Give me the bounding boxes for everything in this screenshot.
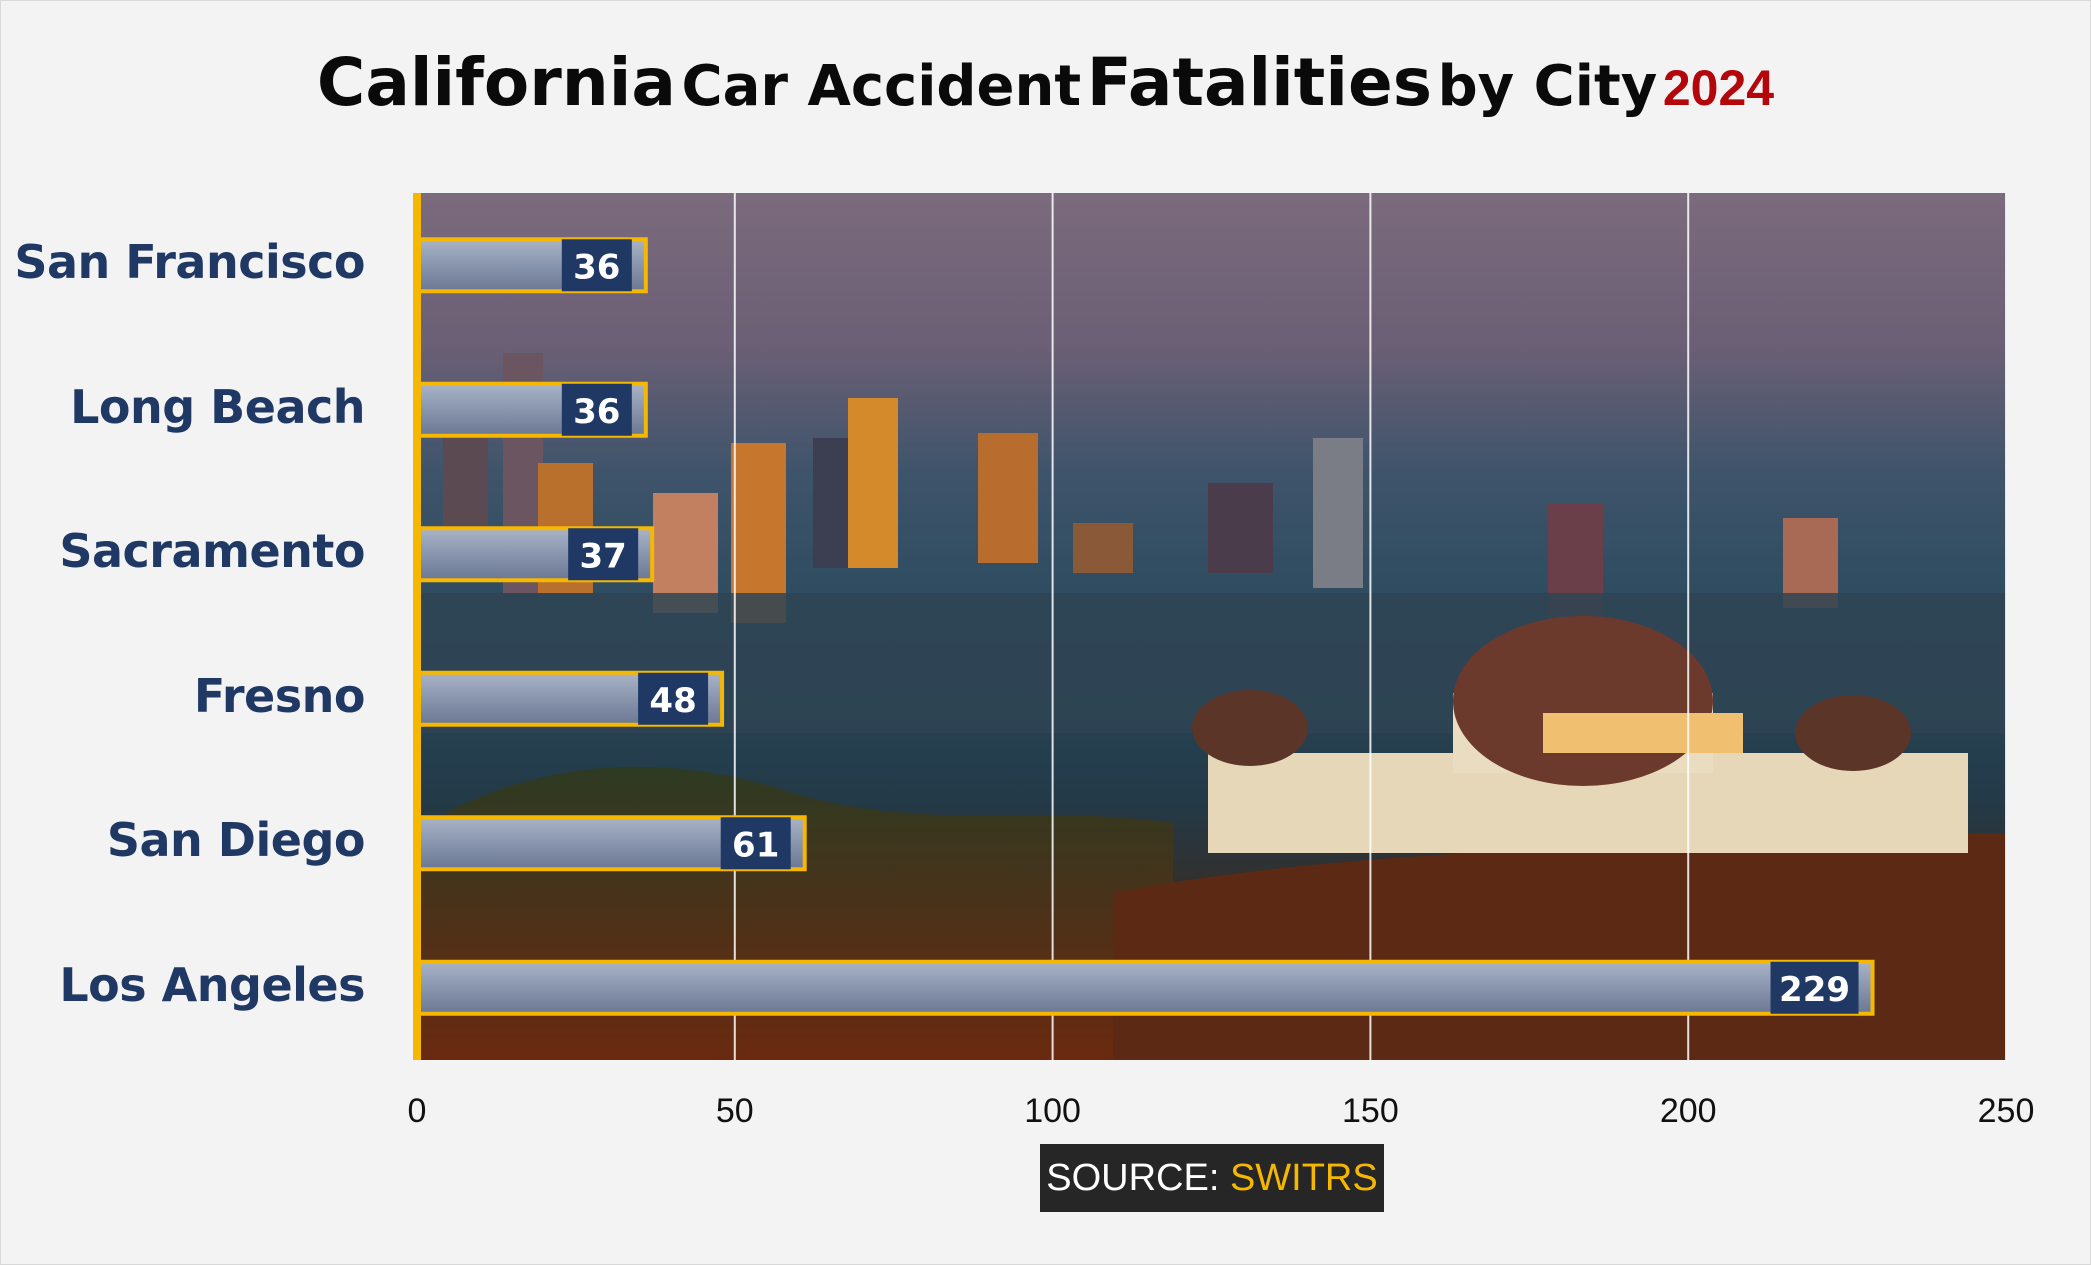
title-part-by-city: by City [1437, 54, 1658, 119]
title-part-car-accident: Car Accident [681, 54, 1082, 119]
source-label: SOURCE: [1046, 1157, 1220, 1199]
gridlines [733, 193, 2006, 1060]
data-label: 36 [573, 392, 620, 432]
bars-group: 36 36 37 48 61 229 [413, 193, 1875, 1060]
category-label: Sacramento [59, 524, 365, 579]
bar-los-angeles [415, 959, 1875, 1016]
x-tick-label: 250 [1977, 1092, 2035, 1130]
source-badge: SOURCE: SWITRS [1040, 1144, 1384, 1212]
x-tick-label: 50 [715, 1092, 754, 1130]
data-label-box [638, 672, 709, 725]
data-label-box [561, 383, 632, 436]
category-label: Long Beach [70, 379, 365, 434]
category-label: San Diego [106, 813, 366, 868]
data-label-box [720, 817, 791, 870]
chart-title: California Car Accident Fatalities by Ci… [0, 44, 2091, 121]
category-label: San Francisco [14, 235, 365, 290]
x-tick-label: 150 [1342, 1092, 1399, 1130]
data-label: 61 [732, 825, 779, 865]
plot-area: 36 36 37 48 61 229 [413, 193, 2006, 1060]
y-axis-line [413, 193, 421, 1060]
data-label: 229 [1779, 970, 1850, 1010]
source-value: SWITRS [1229, 1157, 1378, 1199]
data-label-box [1770, 961, 1859, 1014]
x-tick-label: 100 [1024, 1092, 1081, 1130]
data-label: 48 [649, 681, 696, 721]
title-part-fatalities: Fatalities [1086, 44, 1433, 121]
title-part-california: California [316, 44, 676, 121]
category-label: Los Angeles [59, 957, 365, 1012]
x-tick-label: 200 [1659, 1092, 1717, 1130]
data-label: 37 [580, 536, 627, 576]
bar-chart-svg: 36 36 37 48 61 229 [413, 193, 2006, 1060]
title-year: 2024 [1662, 60, 1775, 116]
data-label-box [568, 528, 639, 581]
data-label-box [561, 239, 632, 292]
data-label: 36 [573, 247, 620, 287]
x-tick-label: 0 [407, 1092, 427, 1130]
category-label: Fresno [193, 668, 366, 723]
